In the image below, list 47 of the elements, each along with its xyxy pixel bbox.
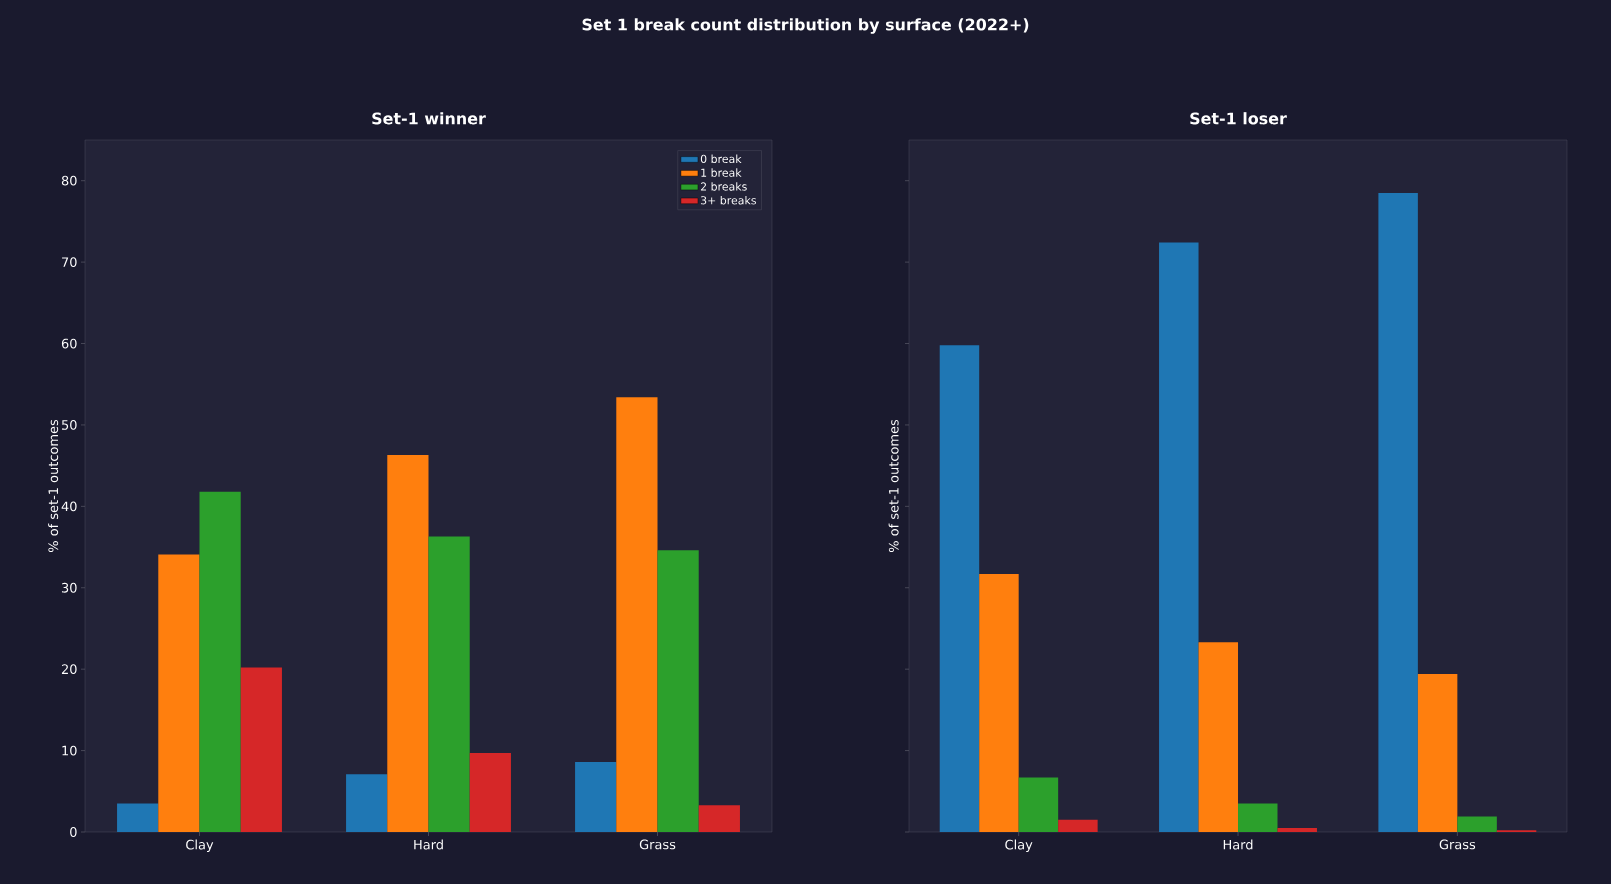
bar xyxy=(428,536,470,832)
y-tick-label: 50 xyxy=(62,420,77,430)
y-tick-label: 80 xyxy=(61,175,77,186)
x-tick-label: Hard xyxy=(414,839,443,850)
x-tick-label: Clay xyxy=(1005,839,1033,853)
bar xyxy=(698,805,740,832)
bar xyxy=(1018,777,1059,832)
y-axis-title: % of set-1 outcomes xyxy=(48,419,59,552)
y-tick-label: 10 xyxy=(62,745,77,756)
x-tick-label: Hard xyxy=(1223,839,1253,850)
bar xyxy=(1058,819,1098,832)
bar xyxy=(657,550,699,832)
bar xyxy=(1378,192,1418,832)
bar xyxy=(1417,674,1458,832)
bar xyxy=(1277,827,1317,832)
legend-label: 3+ breaks xyxy=(700,195,756,205)
legend-label: 1 break xyxy=(701,168,742,177)
bar xyxy=(1198,642,1239,832)
bar xyxy=(1238,803,1278,832)
x-tick-label: Grass xyxy=(639,839,676,850)
legend-label: 0 break xyxy=(700,154,742,164)
bar xyxy=(979,573,1019,832)
bar xyxy=(1159,242,1199,832)
legend-label: 2 breaks xyxy=(700,182,747,191)
bar xyxy=(939,345,980,832)
x-tick-label: Clay xyxy=(186,839,214,853)
bar xyxy=(346,774,388,832)
y-tick-label: 70 xyxy=(62,257,77,268)
y-axis-title: % of set-1 outcomes xyxy=(888,419,899,552)
chart-title: Set-1 winner xyxy=(372,112,486,125)
bar xyxy=(199,491,241,832)
bar xyxy=(158,554,200,832)
text: Set 1 break count distribution by surface (2022+) xyxy=(582,18,1029,34)
bar xyxy=(616,397,658,832)
bar xyxy=(1457,816,1497,832)
bar xyxy=(117,803,159,832)
bar xyxy=(387,455,429,832)
bar xyxy=(240,667,282,832)
bar xyxy=(469,753,511,832)
x-tick-label: Grass xyxy=(1439,839,1476,850)
y-tick-label: 20 xyxy=(61,664,77,675)
y-tick-label: 40 xyxy=(61,501,77,512)
y-tick-label: 60 xyxy=(61,338,77,349)
y-tick-label: 30 xyxy=(61,582,77,593)
chart-title: Set-1 loser xyxy=(1190,112,1287,125)
bar xyxy=(575,761,617,832)
y-tick-label: 0 xyxy=(70,827,77,837)
